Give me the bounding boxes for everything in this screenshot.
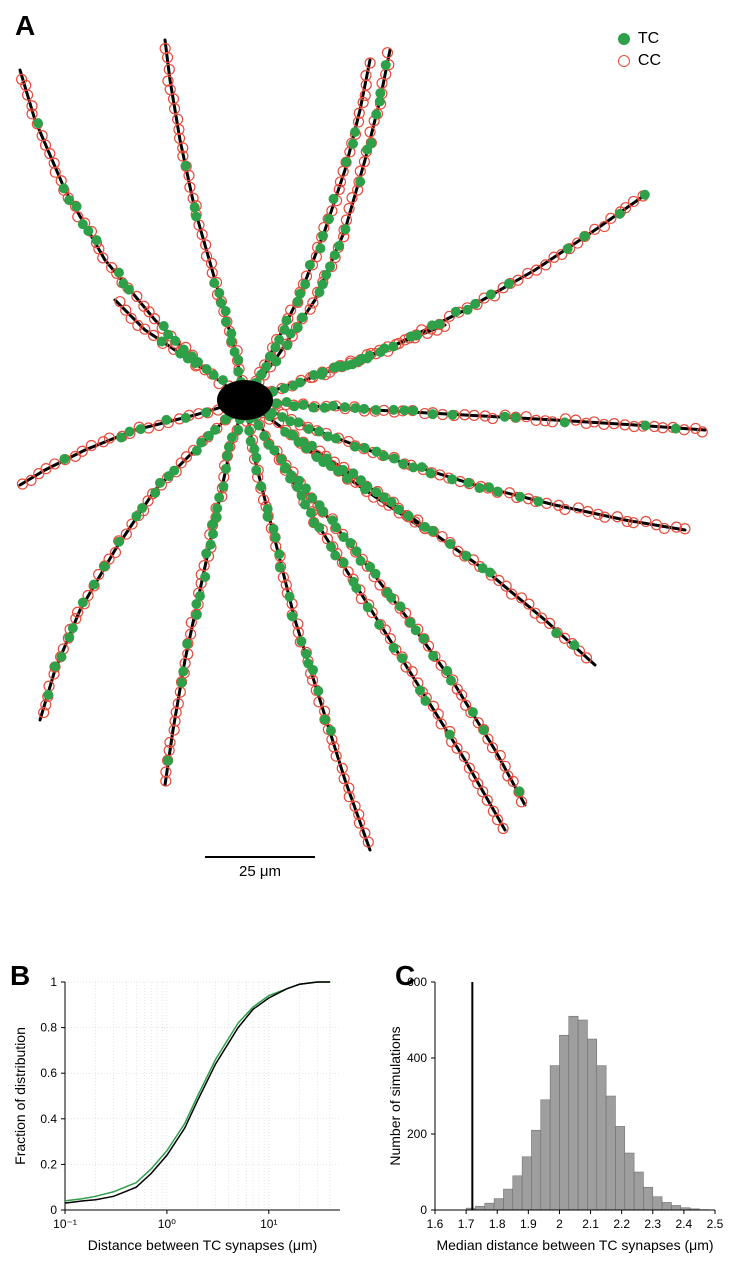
svg-text:1.6: 1.6 (427, 1217, 444, 1231)
svg-text:0: 0 (420, 1203, 427, 1217)
svg-text:1.9: 1.9 (520, 1217, 537, 1231)
svg-text:0.6: 0.6 (40, 1066, 57, 1080)
svg-text:0: 0 (50, 1203, 57, 1217)
svg-text:2.3: 2.3 (644, 1217, 661, 1231)
chart-c: 0 200 400 600 1.6 1.7 1.8 1.9 2 2.1 2.2 2.3 2.4 2.5 Me… (385, 960, 725, 1260)
scale-bar-line (205, 856, 315, 858)
svg-text:10⁰: 10⁰ (158, 1217, 176, 1231)
svg-text:Median distance between TC syn: Median distance between TC synapses (μm) (436, 1237, 713, 1253)
svg-text:600: 600 (407, 975, 427, 989)
svg-text:1.8: 1.8 (489, 1217, 506, 1231)
svg-text:400: 400 (407, 1051, 427, 1065)
svg-text:0.8: 0.8 (40, 1021, 57, 1035)
chart-b-svg: 0 0.2 0.4 0.6 0.8 1 10⁻¹ 10⁰ 10¹ Distance between… (10, 960, 350, 1260)
svg-text:0.4: 0.4 (40, 1112, 57, 1126)
svg-text:2: 2 (556, 1217, 563, 1231)
scale-bar-label: 25 μm (205, 863, 315, 880)
svg-text:Fraction of distribution: Fraction of distribution (12, 1027, 28, 1165)
chart-b: 0 0.2 0.4 0.6 0.8 1 10⁻¹ 10⁰ 10¹ Distance between… (10, 960, 350, 1260)
svg-text:0.2: 0.2 (40, 1157, 57, 1171)
svg-text:2.2: 2.2 (613, 1217, 630, 1231)
svg-text:1.7: 1.7 (458, 1217, 475, 1231)
svg-text:1: 1 (50, 975, 57, 989)
svg-text:2.4: 2.4 (676, 1217, 693, 1231)
svg-text:10¹: 10¹ (260, 1217, 277, 1231)
neuron-panel: 25 μm (5, 10, 735, 930)
figure-container: A TC CC 25 μm B 00.20.40.60.8110⁻¹10⁰10¹… (0, 0, 741, 1280)
svg-text:2.5: 2.5 (707, 1217, 724, 1231)
svg-text:2.1: 2.1 (582, 1217, 599, 1231)
svg-text:200: 200 (407, 1127, 427, 1141)
chart-c-svg: 0 200 400 600 1.6 1.7 1.8 1.9 2 2.1 2.2 2.3 2.4 2.5 Me… (385, 960, 725, 1260)
scale-bar: 25 μm (205, 856, 315, 880)
svg-text:Distance between TC synapses (: Distance between TC synapses (μm) (88, 1237, 318, 1253)
neuron-svg (5, 10, 735, 930)
svg-text:Number of simulations: Number of simulations (387, 1026, 403, 1165)
svg-text:10⁻¹: 10⁻¹ (53, 1217, 77, 1231)
